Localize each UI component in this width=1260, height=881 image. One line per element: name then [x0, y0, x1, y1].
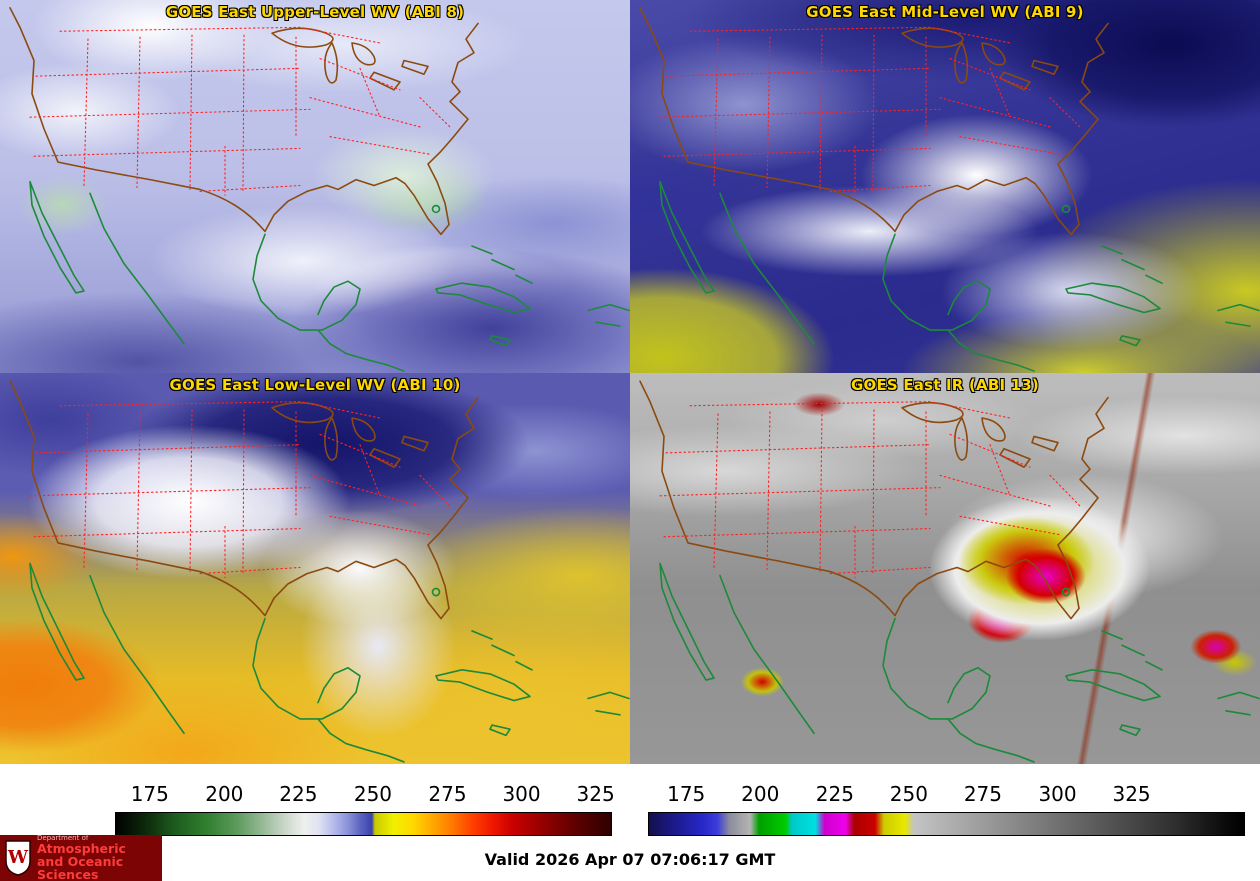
tick-label: 200 — [205, 782, 244, 806]
uw-aos-logo: W Department of Atmospheric and Oceanic … — [0, 833, 162, 881]
logo-line-oceanic: and Oceanic Sciences — [37, 854, 124, 881]
tick-label: 325 — [1112, 782, 1151, 806]
panel-title-low-wv: GOES East Low-Level WV (ABI 10) — [169, 376, 461, 394]
basemap-overlay — [0, 373, 630, 764]
uw-crest-icon: W — [5, 840, 31, 876]
crest-letter: W — [7, 847, 29, 868]
panel-grid: GOES East Upper-Level WV (ABI 8) GOES Ea… — [0, 0, 1260, 764]
satellite-imagery-low-wv — [0, 373, 630, 764]
satellite-imagery-mid-wv — [630, 0, 1260, 373]
panel-title-mid-wv: GOES East Mid-Level WV (ABI 9) — [806, 3, 1084, 21]
panel-upper-level-wv: GOES East Upper-Level WV (ABI 8) — [0, 0, 630, 373]
satellite-imagery-upper-wv — [0, 0, 630, 373]
panel-title-ir: GOES East IR (ABI 13) — [850, 376, 1039, 394]
wv-colorbar — [115, 812, 612, 836]
basemap-overlay — [630, 373, 1260, 764]
ir-colorbar — [648, 812, 1245, 836]
tick-label: 175 — [667, 782, 706, 806]
ir-colorbar-ticks: 175 200 225 250 275 300 325 — [648, 782, 1245, 808]
tick-label: 225 — [279, 782, 318, 806]
logo-text: Department of Atmospheric and Oceanic Sc… — [37, 833, 158, 881]
logo-dept-line: Department of — [37, 833, 89, 842]
tick-label: 300 — [502, 782, 541, 806]
tick-label: 175 — [130, 782, 169, 806]
panel-title-upper-wv: GOES East Upper-Level WV (ABI 8) — [165, 3, 465, 21]
tick-label: 225 — [815, 782, 854, 806]
valid-time: Valid 2026 Apr 07 07:06:17 GMT — [484, 850, 776, 869]
panel-low-level-wv: GOES East Low-Level WV (ABI 10) — [0, 373, 630, 764]
basemap-overlay — [0, 0, 630, 373]
tick-label: 200 — [741, 782, 780, 806]
tick-label: 300 — [1038, 782, 1077, 806]
tick-label: 250 — [353, 782, 393, 806]
tick-label: 275 — [963, 782, 1002, 806]
basemap-overlay — [630, 0, 1260, 373]
tick-label: 250 — [889, 782, 928, 806]
tick-label: 325 — [576, 782, 615, 806]
tick-label: 275 — [428, 782, 467, 806]
panel-ir: GOES East IR (ABI 13) — [630, 373, 1260, 764]
satellite-imagery-ir — [630, 373, 1260, 764]
panel-mid-level-wv: GOES East Mid-Level WV (ABI 9) — [630, 0, 1260, 373]
wv-colorbar-ticks: 175 200 225 250 275 300 325 — [115, 782, 615, 808]
logo-line-atmospheric: Atmospheric — [37, 840, 126, 856]
